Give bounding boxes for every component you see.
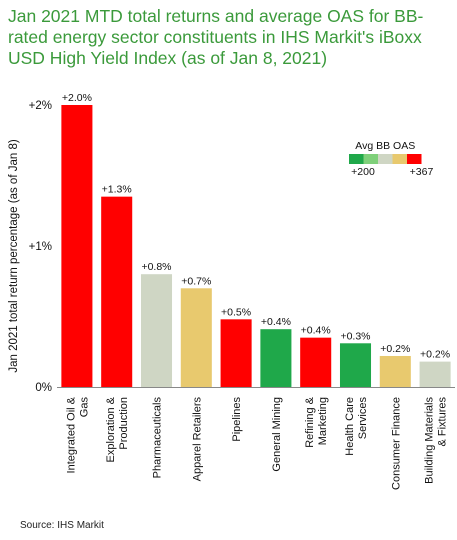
bar bbox=[180, 288, 212, 387]
y-tick-label: +1% bbox=[29, 241, 52, 253]
category-label: Consumer Finance bbox=[390, 397, 402, 490]
bar bbox=[339, 343, 372, 387]
bar bbox=[61, 105, 93, 387]
data-label: +0.8% bbox=[141, 261, 171, 273]
bar bbox=[260, 329, 292, 387]
category-label: Exploration & bbox=[105, 396, 117, 462]
category-label: Apparel Retailers bbox=[191, 397, 203, 482]
category-label: Gas bbox=[78, 397, 90, 418]
category-label: Health Care bbox=[344, 397, 356, 456]
legend-title: Avg BB OAS bbox=[355, 140, 415, 152]
bar bbox=[419, 361, 451, 387]
chart-title: Jan 2021 MTD total returns and average O… bbox=[8, 6, 424, 68]
category-label: Production bbox=[118, 397, 130, 450]
data-label: +0.7% bbox=[181, 275, 211, 287]
legend-swatch bbox=[363, 154, 378, 164]
y-axis-label: Jan 2021 total return percentage (as of … bbox=[8, 139, 20, 373]
bar bbox=[140, 274, 173, 387]
bar bbox=[101, 196, 133, 387]
legend-swatch bbox=[378, 154, 393, 164]
source-note: Source: IHS Markit bbox=[20, 520, 104, 531]
legend-min-label: +200 bbox=[351, 166, 375, 178]
data-label: +2.0% bbox=[62, 92, 92, 104]
data-label: +0.3% bbox=[340, 330, 370, 342]
data-label: +0.4% bbox=[301, 325, 331, 337]
category-label: Refining & bbox=[304, 396, 316, 447]
category-label: General Mining bbox=[271, 397, 283, 472]
data-label: +0.2% bbox=[380, 343, 410, 355]
data-label: +0.4% bbox=[261, 316, 291, 328]
data-label: +0.5% bbox=[221, 306, 251, 318]
bar bbox=[300, 337, 332, 387]
legend-max-label: +367 bbox=[410, 166, 434, 178]
category-label: & Fixtures bbox=[437, 397, 449, 447]
bar bbox=[220, 319, 252, 387]
bar bbox=[379, 355, 411, 387]
category-label: Pharmaceuticals bbox=[152, 397, 164, 479]
category-label: Pipelines bbox=[231, 397, 243, 442]
data-label: +1.3% bbox=[102, 184, 132, 196]
legend-swatch bbox=[407, 154, 422, 164]
category-label: Services bbox=[357, 397, 369, 440]
category-label: Integrated Oil & bbox=[65, 396, 77, 473]
legend-swatch bbox=[392, 154, 407, 164]
y-tick-label: 0% bbox=[35, 382, 52, 394]
y-tick-label: +2% bbox=[29, 100, 52, 112]
data-label: +0.2% bbox=[420, 349, 450, 361]
category-label: Marketing bbox=[317, 397, 329, 445]
category-label: Building Materials bbox=[424, 397, 436, 484]
legend-swatch bbox=[349, 154, 364, 164]
